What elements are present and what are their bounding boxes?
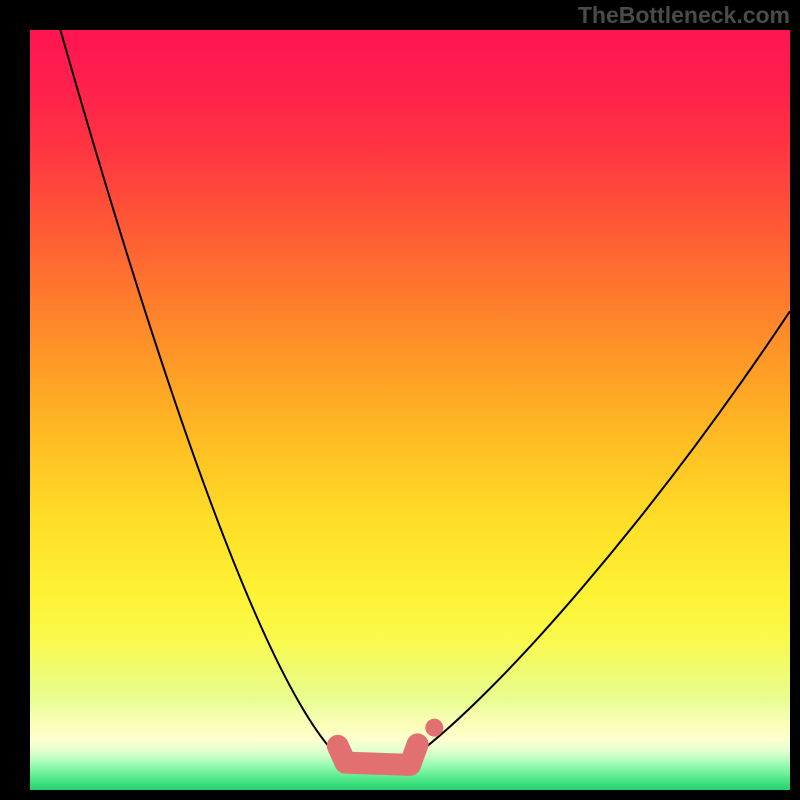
curve-left bbox=[60, 30, 337, 757]
bottleneck-marker bbox=[338, 744, 418, 765]
watermark-text: TheBottleneck.com bbox=[578, 2, 790, 29]
curve-right bbox=[414, 311, 790, 756]
bottleneck-marker-dot bbox=[425, 719, 443, 737]
curve-overlay bbox=[0, 0, 800, 800]
